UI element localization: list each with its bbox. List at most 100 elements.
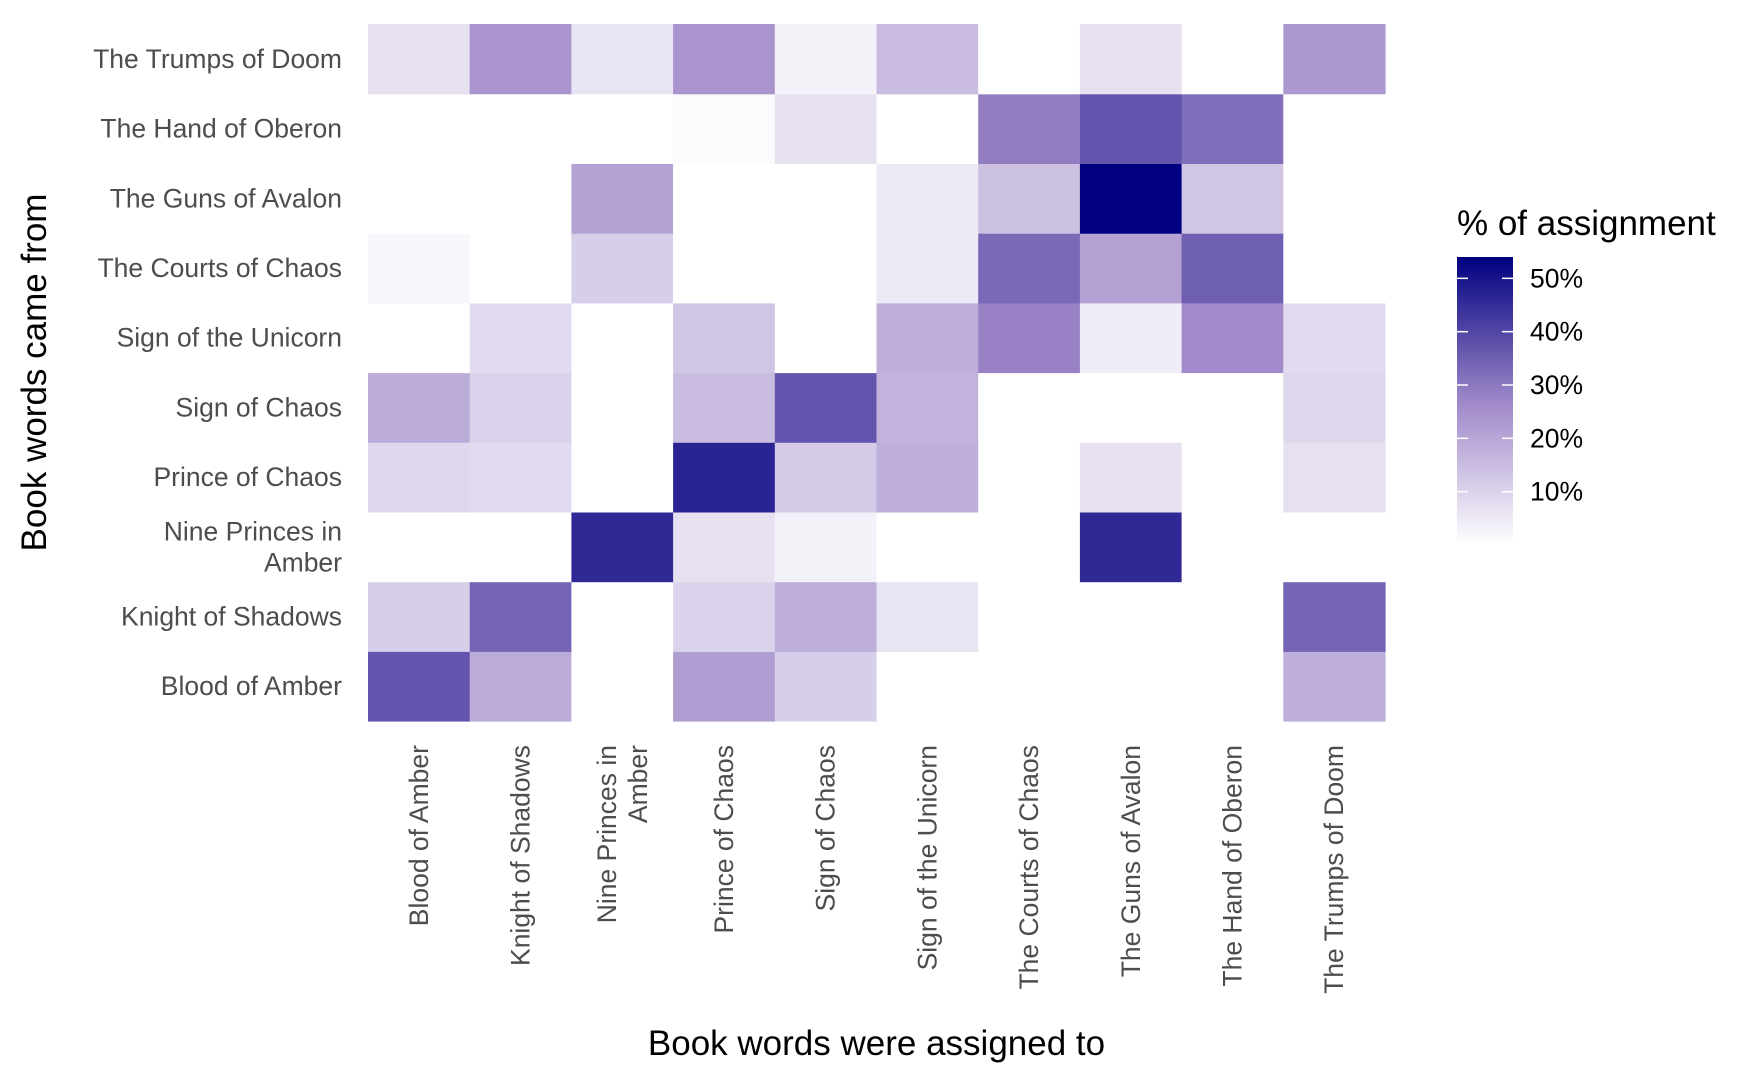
heatmap-cell-blood-of-amber-to-nine-princes-in-amber xyxy=(571,651,674,722)
x-tick-label: The Guns of Avalon xyxy=(1116,745,1146,977)
heatmap-cell-the-guns-of-avalon-to-the-trumps-of-doom xyxy=(1283,163,1386,234)
y-tick-labels: Blood of Amber Knight of Shadows Nine Prin… xyxy=(93,44,342,701)
heatmap-cell-the-hand-of-oberon-to-the-guns-of-avalon xyxy=(1079,93,1183,164)
heatmap-cell-knight-of-shadows-to-the-trumps-of-doom xyxy=(1283,581,1386,652)
y-tick-label: Sign of the Unicorn xyxy=(117,323,342,353)
y-axis-title: Book words came from xyxy=(15,194,54,552)
heatmap-cell-sign-of-chaos-to-nine-princes-in-amber xyxy=(571,372,674,443)
heatmap-cell-sign-of-the-unicorn-to-prince-of-chaos xyxy=(673,302,776,374)
legend-ticks: 10% 20% 30% 40% 50% xyxy=(1457,263,1583,507)
heatmap-cell-sign-of-chaos-to-the-hand-of-oberon xyxy=(1181,372,1284,443)
heatmap-cell-sign-of-the-unicorn-to-nine-princes-in-amber xyxy=(571,302,674,374)
heatmap-cell-knight-of-shadows-to-nine-princes-in-amber xyxy=(571,581,674,652)
x-tick-label-text: The Guns of Avalon xyxy=(1116,745,1146,977)
heatmap-cell-blood-of-amber-to-sign-of-chaos xyxy=(774,651,878,722)
x-axis-title: Book words were assigned to xyxy=(648,1024,1105,1063)
heatmap-cell-prince-of-chaos-to-nine-princes-in-amber xyxy=(571,442,674,513)
heatmap-cell-the-guns-of-avalon-to-sign-of-the-unicorn xyxy=(876,163,979,234)
heatmap-cell-sign-of-chaos-to-blood-of-amber xyxy=(368,372,471,443)
x-tick-label-text: Nine Princes inAmber xyxy=(592,745,653,923)
heatmap-cell-the-courts-of-chaos-to-sign-of-the-unicorn xyxy=(876,233,979,304)
x-tick-label-text: Prince of Chaos xyxy=(709,745,739,934)
heatmap-cell-prince-of-chaos-to-the-guns-of-avalon xyxy=(1079,442,1183,513)
heatmap-cell-the-hand-of-oberon-to-blood-of-amber xyxy=(368,93,471,164)
legend-title: % of assignment xyxy=(1457,204,1716,243)
heatmap-cell-sign-of-the-unicorn-to-the-trumps-of-doom xyxy=(1283,302,1386,374)
heatmap-cell-sign-of-the-unicorn-to-sign-of-chaos xyxy=(774,302,878,374)
heatmap-cell-the-courts-of-chaos-to-the-courts-of-chaos xyxy=(978,233,1081,304)
x-tick-label: Blood of Amber xyxy=(404,745,434,926)
heatmap-cell-the-trumps-of-doom-to-blood-of-amber xyxy=(368,24,471,95)
x-tick-label: The Hand of Oberon xyxy=(1218,745,1248,987)
legend-tick-label: 30% xyxy=(1530,370,1583,400)
y-tick-label: Prince of Chaos xyxy=(153,462,342,492)
heatmap-cell-blood-of-amber-to-knight-of-shadows xyxy=(469,651,572,722)
heatmap-cell-knight-of-shadows-to-sign-of-chaos xyxy=(774,581,878,652)
y-tick-label: Sign of Chaos xyxy=(176,392,342,422)
heatmap-cell-prince-of-chaos-to-prince-of-chaos xyxy=(673,442,776,513)
legend-colorbar xyxy=(1457,257,1513,545)
heatmap-cell-prince-of-chaos-to-sign-of-the-unicorn xyxy=(876,442,979,513)
y-tick-label: The Hand of Oberon xyxy=(100,114,342,144)
y-tick-label: The Trumps of Doom xyxy=(93,44,342,74)
heatmap-cell-the-guns-of-avalon-to-blood-of-amber xyxy=(368,163,471,234)
heatmap-cell-the-courts-of-chaos-to-nine-princes-in-amber xyxy=(571,233,674,304)
heatmap-cell-nine-princes-in-amber-to-blood-of-amber xyxy=(368,511,471,583)
heatmap-cell-nine-princes-in-amber-to-the-courts-of-chaos xyxy=(978,511,1081,583)
heatmap-cell-nine-princes-in-amber-to-the-guns-of-avalon xyxy=(1079,511,1183,583)
heatmap-cell-the-trumps-of-doom-to-sign-of-chaos xyxy=(774,24,878,95)
x-tick-label-text: The Trumps of Doom xyxy=(1319,745,1349,994)
heatmap-cell-blood-of-amber-to-the-trumps-of-doom xyxy=(1283,651,1386,722)
heatmap-cell-the-guns-of-avalon-to-the-courts-of-chaos xyxy=(978,163,1081,234)
x-tick-label: Sign of the Unicorn xyxy=(912,745,942,970)
heatmap-cell-sign-of-chaos-to-sign-of-the-unicorn xyxy=(876,372,979,443)
heatmap-cell-the-courts-of-chaos-to-blood-of-amber xyxy=(368,233,471,304)
heatmap-cell-the-hand-of-oberon-to-the-hand-of-oberon xyxy=(1181,93,1284,164)
heatmap-cell-sign-of-the-unicorn-to-the-guns-of-avalon xyxy=(1079,302,1183,374)
legend-tick-label: 40% xyxy=(1530,317,1583,347)
x-tick-label: Nine Princes inAmber xyxy=(592,745,653,923)
x-tick-label-text: Sign of Chaos xyxy=(811,745,841,911)
heatmap-cell-prince-of-chaos-to-the-courts-of-chaos xyxy=(978,442,1081,513)
heatmap-cell-sign-of-chaos-to-knight-of-shadows xyxy=(469,372,572,443)
heatmap-cell-the-trumps-of-doom-to-knight-of-shadows xyxy=(469,24,572,95)
heatmap-cell-blood-of-amber-to-the-courts-of-chaos xyxy=(978,651,1081,722)
x-tick-label: The Courts of Chaos xyxy=(1014,745,1044,990)
heatmap-cell-prince-of-chaos-to-the-hand-of-oberon xyxy=(1181,442,1284,513)
legend-tick-label: 50% xyxy=(1530,263,1583,293)
x-tick-labels: Blood of Amber Knight of Shadows Nine Prin… xyxy=(404,745,1349,994)
heatmap-cell-the-hand-of-oberon-to-prince-of-chaos xyxy=(673,93,776,164)
x-tick-label: The Trumps of Doom xyxy=(1319,745,1349,994)
heatmap-cell-the-courts-of-chaos-to-the-guns-of-avalon xyxy=(1079,233,1183,304)
heatmap-cell-sign-of-the-unicorn-to-knight-of-shadows xyxy=(469,302,572,374)
heatmap-cell-the-hand-of-oberon-to-nine-princes-in-amber xyxy=(571,93,674,164)
heatmap-cell-the-trumps-of-doom-to-the-courts-of-chaos xyxy=(978,24,1081,95)
y-tick-label: The Courts of Chaos xyxy=(97,253,342,283)
heatmap-cell-the-guns-of-avalon-to-the-guns-of-avalon xyxy=(1079,163,1183,234)
heatmap-cell-nine-princes-in-amber-to-the-hand-of-oberon xyxy=(1181,511,1284,583)
x-tick-label-text: Sign of the Unicorn xyxy=(912,745,942,970)
x-tick-label-text: The Hand of Oberon xyxy=(1218,745,1248,987)
heatmap-cell-prince-of-chaos-to-blood-of-amber xyxy=(368,442,471,513)
heatmap-cell-the-trumps-of-doom-to-the-trumps-of-doom xyxy=(1283,24,1386,95)
heatmap-cell-prince-of-chaos-to-the-trumps-of-doom xyxy=(1283,442,1386,513)
heatmap-cell-prince-of-chaos-to-sign-of-chaos xyxy=(774,442,878,513)
heatmap-cell-knight-of-shadows-to-sign-of-the-unicorn xyxy=(876,581,979,652)
heatmap-cell-nine-princes-in-amber-to-nine-princes-in-amber xyxy=(571,511,674,583)
heatmap-cell-the-courts-of-chaos-to-sign-of-chaos xyxy=(774,233,878,304)
heatmap-cell-blood-of-amber-to-sign-of-the-unicorn xyxy=(876,651,979,722)
heatmap-cell-the-trumps-of-doom-to-prince-of-chaos xyxy=(673,24,776,95)
heatmap-cell-the-trumps-of-doom-to-nine-princes-in-amber xyxy=(571,24,674,95)
heatmap-cell-knight-of-shadows-to-the-hand-of-oberon xyxy=(1181,581,1284,652)
heatmap-cell-blood-of-amber-to-the-hand-of-oberon xyxy=(1181,651,1284,722)
x-tick-label: Knight of Shadows xyxy=(506,745,536,966)
heatmap-cell-the-trumps-of-doom-to-the-guns-of-avalon xyxy=(1079,24,1183,95)
heatmap-cell-blood-of-amber-to-the-guns-of-avalon xyxy=(1079,651,1183,722)
heatmap-cell-sign-of-chaos-to-the-guns-of-avalon xyxy=(1079,372,1183,443)
heatmap-cell-knight-of-shadows-to-the-guns-of-avalon xyxy=(1079,581,1183,652)
heatmap-cell-the-guns-of-avalon-to-sign-of-chaos xyxy=(774,163,878,234)
x-tick-label: Prince of Chaos xyxy=(709,745,739,934)
heatmap-cell-sign-of-chaos-to-the-trumps-of-doom xyxy=(1283,372,1386,443)
